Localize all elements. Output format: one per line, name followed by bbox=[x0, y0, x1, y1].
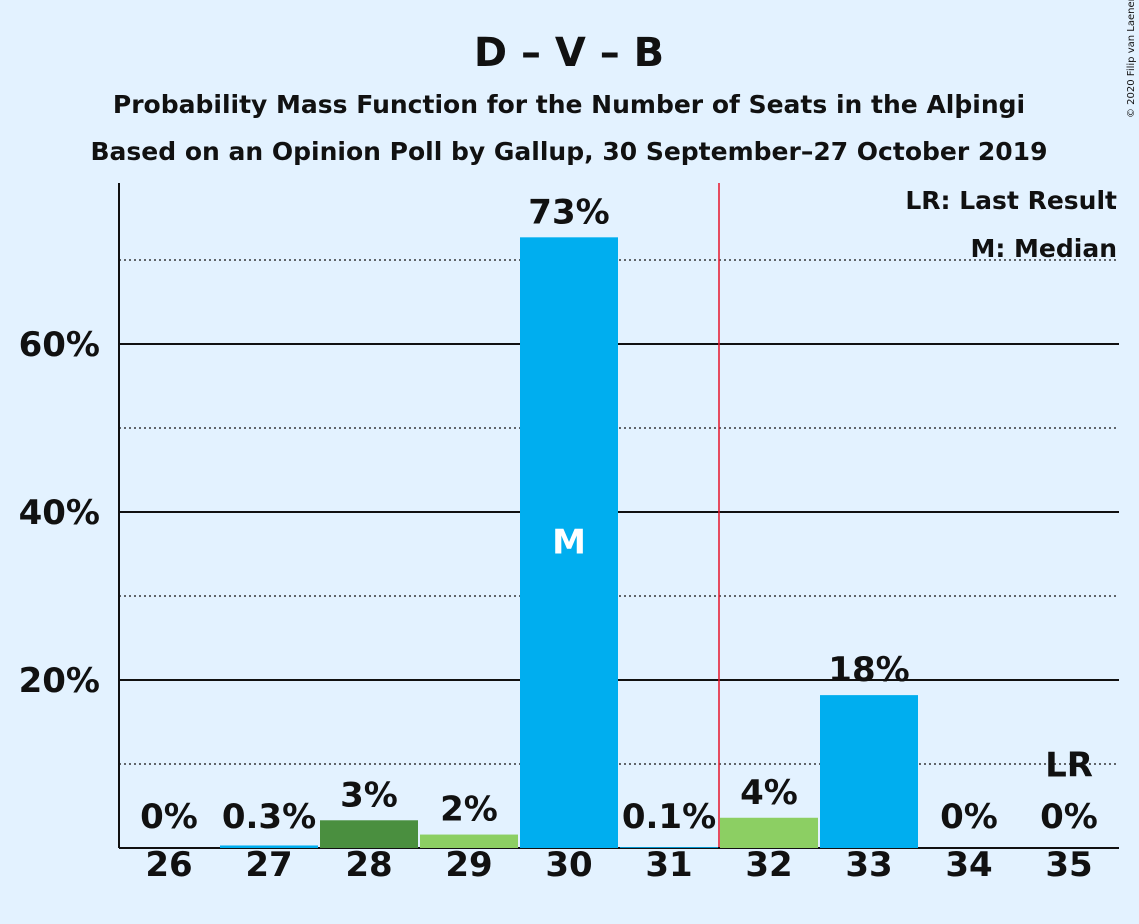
data-label: 0% bbox=[940, 797, 998, 837]
data-label: 0% bbox=[1040, 797, 1098, 837]
data-label: 2% bbox=[440, 790, 498, 830]
chart-subtitle-1: Probability Mass Function for the Number… bbox=[113, 90, 1025, 119]
data-label: 0% bbox=[140, 797, 198, 837]
x-tick-label: 28 bbox=[345, 845, 392, 885]
x-tick-label: 29 bbox=[445, 845, 492, 885]
bar bbox=[620, 847, 718, 848]
bar bbox=[820, 695, 918, 848]
x-tick-label: 26 bbox=[145, 845, 192, 885]
y-tick-label: 20% bbox=[19, 661, 100, 701]
median-marker: M bbox=[552, 522, 586, 562]
bar bbox=[720, 817, 818, 848]
x-tick-label: 30 bbox=[545, 845, 592, 885]
data-label: 18% bbox=[828, 650, 909, 690]
last-result-marker: LR bbox=[1045, 746, 1093, 786]
bar-layer bbox=[220, 237, 918, 848]
grid-layer bbox=[118, 183, 1119, 849]
copyright-note: © 2020 Filip van Laenen bbox=[1126, 0, 1137, 118]
chart-subtitle-2: Based on an Opinion Poll by Gallup, 30 S… bbox=[91, 137, 1048, 166]
x-tick-label: 32 bbox=[745, 845, 792, 885]
y-tick-label: 60% bbox=[19, 325, 100, 365]
bar bbox=[420, 834, 518, 848]
x-tick-label: 35 bbox=[1045, 845, 1092, 885]
data-label: 73% bbox=[528, 192, 609, 232]
data-label: 0.1% bbox=[622, 797, 716, 837]
x-tick-label: 27 bbox=[245, 845, 292, 885]
y-tick-label: 40% bbox=[19, 493, 100, 533]
bar bbox=[520, 237, 618, 848]
x-tick-label: 34 bbox=[945, 845, 992, 885]
data-label: 0.3% bbox=[222, 797, 316, 837]
bar bbox=[220, 845, 318, 848]
data-label: 4% bbox=[740, 773, 798, 813]
label-layer: 20% 40% 60% 0% 26 0.3% 27 3% 28 2% 29 73% 30 M 0.1% 31 4… bbox=[19, 192, 1098, 885]
chart-title: D – V – B bbox=[474, 30, 664, 76]
x-tick-label: 31 bbox=[645, 845, 692, 885]
x-tick-label: 33 bbox=[845, 845, 892, 885]
data-label: 3% bbox=[340, 775, 398, 815]
legend-median: M: Median bbox=[970, 234, 1117, 263]
bar bbox=[320, 820, 418, 848]
legend-last-result: LR: Last Result bbox=[905, 186, 1117, 215]
